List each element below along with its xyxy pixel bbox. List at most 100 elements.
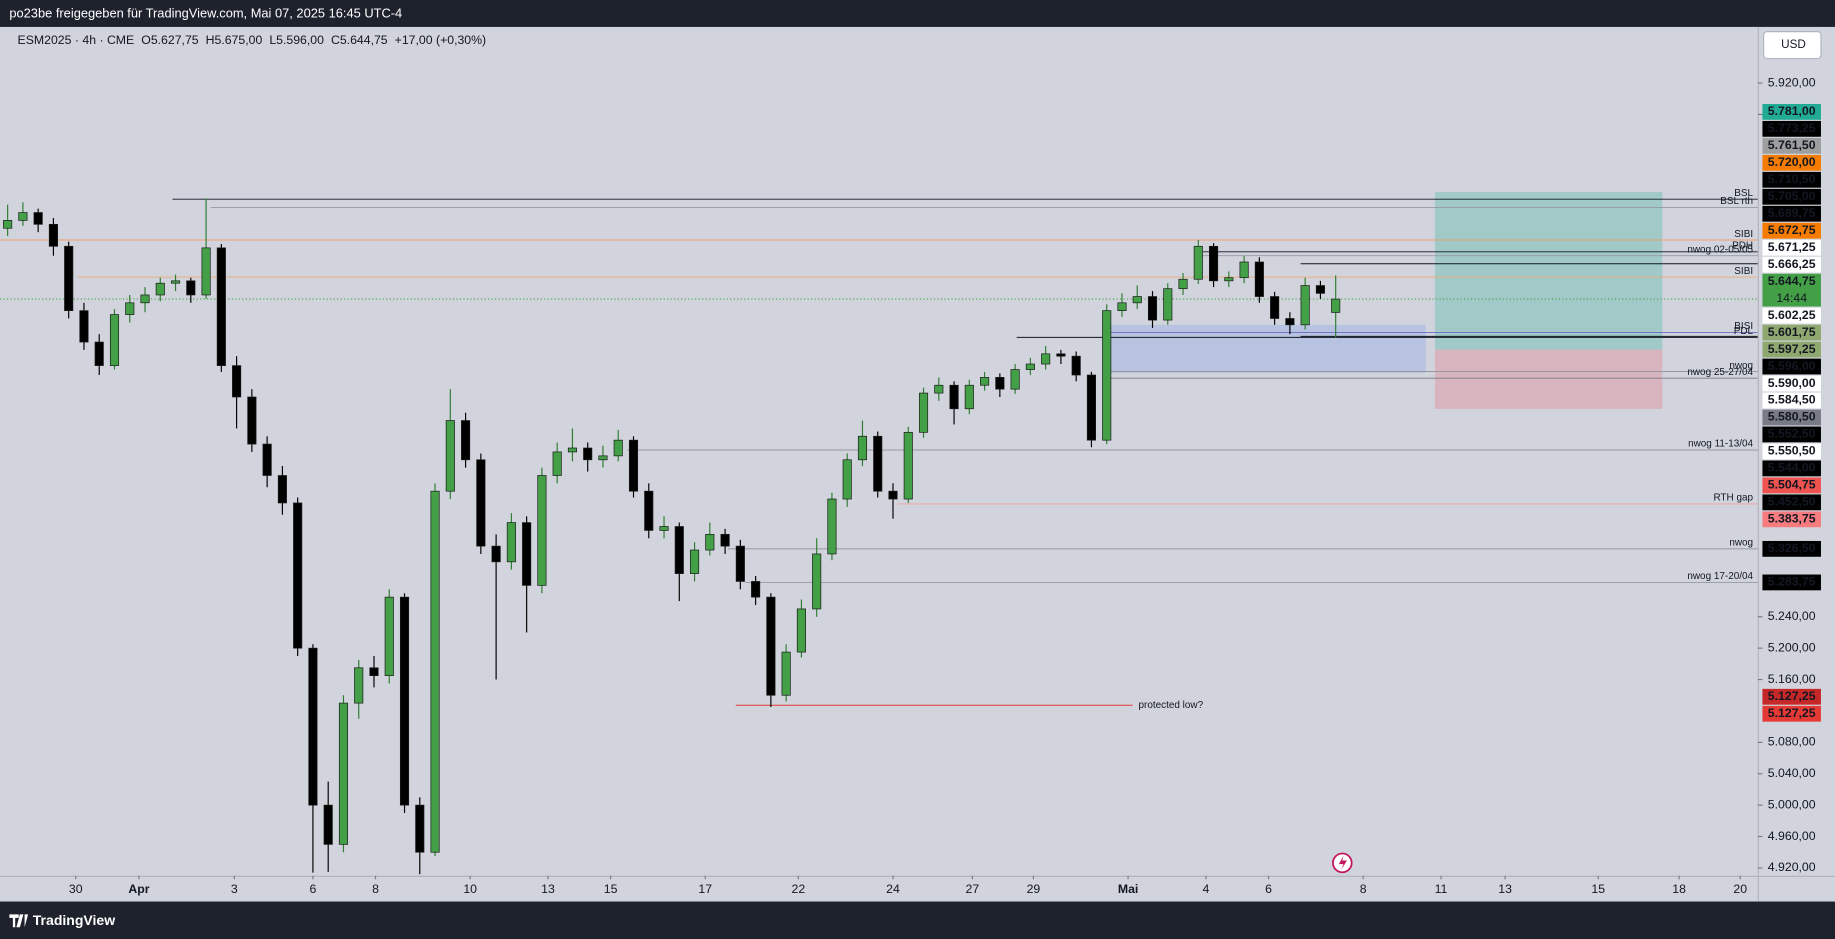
price-label xyxy=(1762,120,1821,137)
price-label xyxy=(1762,205,1821,222)
change: +17,00 (+0,30%) xyxy=(395,33,486,47)
candle-body xyxy=(79,310,89,343)
price-label-text: 5.671,25 xyxy=(1768,240,1816,254)
y-tick-label: 5.080,00 xyxy=(1768,735,1816,749)
candle-body xyxy=(186,280,196,296)
price-label-text: 5.544,00 xyxy=(1768,461,1816,475)
price-label xyxy=(1762,392,1821,409)
candle-body xyxy=(781,651,791,696)
candle-body xyxy=(766,596,776,696)
symbol: ESM2025 · 4h · CME xyxy=(18,33,135,47)
price-label xyxy=(1762,375,1821,392)
price-label xyxy=(1762,409,1821,426)
candle-body xyxy=(48,223,58,247)
x-tick-label: 27 xyxy=(966,882,980,896)
price-label-text: 5.552,50 xyxy=(1768,427,1816,441)
candle-body xyxy=(1178,278,1188,290)
x-tick-label: 11 xyxy=(1435,882,1448,896)
candle-body xyxy=(1056,353,1066,357)
price-label-text: 5.761,50 xyxy=(1768,138,1816,152)
candle-body xyxy=(934,384,944,394)
x-tick-label: 10 xyxy=(463,882,477,896)
y-tick-label: 4.920,00 xyxy=(1768,860,1816,874)
price-label xyxy=(1762,307,1821,324)
level-label: nwog 02-05/05 xyxy=(1687,244,1753,255)
candle-body xyxy=(857,435,868,461)
candle-body xyxy=(537,475,547,586)
low: L5.596,00 xyxy=(269,33,324,47)
candle-body xyxy=(461,420,471,461)
x-tick-label: 24 xyxy=(886,882,900,896)
candle-body xyxy=(949,384,959,410)
currency[interactable]: USD xyxy=(1781,38,1806,51)
candle-body xyxy=(1132,296,1142,304)
candle-body xyxy=(735,545,745,582)
candle-body xyxy=(613,439,623,457)
price-label xyxy=(1762,494,1821,511)
candle-body xyxy=(1117,302,1127,312)
candle-body xyxy=(170,280,181,284)
candle-body xyxy=(232,365,242,398)
level-label: BSL rth xyxy=(1720,196,1753,207)
candle-body xyxy=(262,443,272,476)
y-tick-label: 5.000,00 xyxy=(1768,797,1816,811)
candle-body xyxy=(1025,363,1035,370)
price-label xyxy=(1762,222,1821,239)
level-label: BSL xyxy=(1734,188,1753,199)
candle-body xyxy=(1315,285,1325,294)
candle-body xyxy=(918,392,929,433)
candle-body xyxy=(1041,353,1051,365)
candle-body xyxy=(323,804,333,845)
price-label-text: 5.504,75 xyxy=(1768,478,1816,492)
price-label xyxy=(1762,688,1821,705)
price-label-text: 5.644,75 xyxy=(1768,274,1816,288)
price-label-text: 5.781,00 xyxy=(1768,104,1816,118)
currency-button[interactable] xyxy=(1763,31,1822,60)
candle-body xyxy=(628,439,639,492)
candle-body xyxy=(567,447,577,453)
y-tick-label: 5.040,00 xyxy=(1768,766,1816,780)
x-tick-label: 15 xyxy=(1591,882,1605,896)
candle-body xyxy=(476,459,486,547)
x-tick-label: 18 xyxy=(1672,882,1686,896)
level-label: nwog 25-27/04 xyxy=(1687,367,1753,378)
price-label xyxy=(1762,477,1821,494)
price-label xyxy=(1762,273,1821,307)
candle-body xyxy=(33,212,43,225)
countdown: 14:44 xyxy=(1776,291,1807,305)
x-tick-label: 8 xyxy=(1360,882,1367,896)
candle-body xyxy=(247,396,257,445)
price-label-text: 5.602,25 xyxy=(1768,308,1816,322)
level-label: nwog xyxy=(1729,360,1753,371)
candle-body xyxy=(201,247,211,296)
candle-body xyxy=(18,212,28,221)
x-tick-label: 17 xyxy=(698,882,712,896)
candle-body xyxy=(598,455,608,461)
candle-body xyxy=(1102,310,1112,441)
candle-body xyxy=(1224,277,1234,282)
candle-body xyxy=(384,596,394,676)
alert-icon-bolt xyxy=(1338,855,1347,870)
x-tick-label: 13 xyxy=(1498,882,1512,896)
price-label-text: 5.127,25 xyxy=(1768,706,1816,720)
candle-body xyxy=(873,435,883,492)
candle-body xyxy=(1071,355,1081,376)
candle-body xyxy=(674,526,684,574)
price-label xyxy=(1762,171,1821,188)
candle-body xyxy=(659,526,669,531)
candle-body xyxy=(399,596,410,806)
zone xyxy=(1434,192,1663,350)
candle-body xyxy=(445,420,455,492)
x-tick-label: 22 xyxy=(792,882,806,896)
zone xyxy=(1434,349,1663,409)
price-label-text: 5.326,50 xyxy=(1768,541,1816,555)
candle-body xyxy=(705,533,715,551)
price-label xyxy=(1762,426,1821,443)
level-label: RTH gap xyxy=(1713,493,1753,504)
price-label xyxy=(1762,103,1821,120)
candle-body xyxy=(1270,296,1280,319)
brand-logo xyxy=(9,914,29,928)
candle-body xyxy=(842,459,852,500)
